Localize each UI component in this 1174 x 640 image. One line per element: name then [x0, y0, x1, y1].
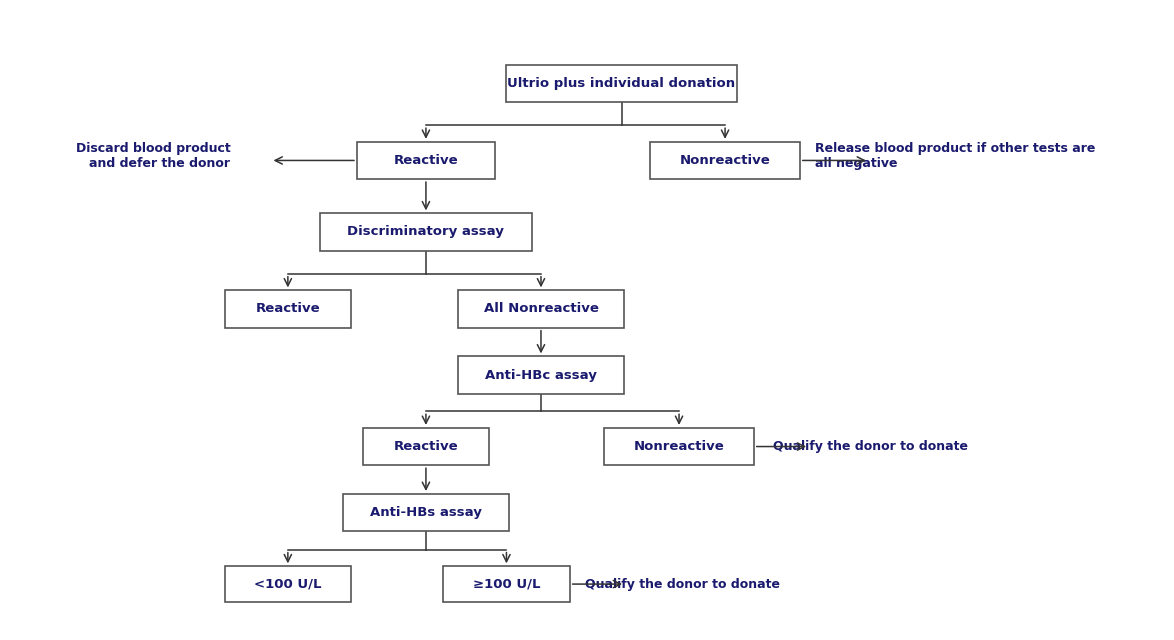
Text: Discard blood product
and defer the donor: Discard blood product and defer the dono…	[75, 142, 230, 170]
Text: Anti-HBs assay: Anti-HBs assay	[370, 506, 481, 519]
FancyBboxPatch shape	[343, 494, 510, 531]
Text: Release blood product if other tests are
all negative: Release blood product if other tests are…	[815, 142, 1095, 170]
FancyBboxPatch shape	[506, 65, 736, 102]
FancyBboxPatch shape	[224, 291, 351, 328]
Text: Reactive: Reactive	[393, 154, 458, 167]
Text: Reactive: Reactive	[256, 303, 321, 316]
Text: Discriminatory assay: Discriminatory assay	[348, 225, 505, 239]
Text: <100 U/L: <100 U/L	[254, 577, 322, 591]
FancyBboxPatch shape	[357, 141, 495, 179]
FancyBboxPatch shape	[458, 356, 625, 394]
FancyBboxPatch shape	[363, 428, 490, 465]
FancyBboxPatch shape	[650, 141, 799, 179]
Text: Ultrio plus individual donation: Ultrio plus individual donation	[507, 77, 736, 90]
Text: Nonreactive: Nonreactive	[680, 154, 770, 167]
Text: ≥100 U/L: ≥100 U/L	[473, 577, 540, 591]
Text: Reactive: Reactive	[393, 440, 458, 453]
FancyBboxPatch shape	[319, 213, 532, 251]
FancyBboxPatch shape	[605, 428, 754, 465]
Text: Qualify the donor to donate: Qualify the donor to donate	[585, 577, 780, 591]
FancyBboxPatch shape	[444, 566, 569, 602]
Text: Anti-HBc assay: Anti-HBc assay	[485, 369, 596, 381]
Text: Nonreactive: Nonreactive	[634, 440, 724, 453]
Text: Qualify the donor to donate: Qualify the donor to donate	[774, 440, 969, 453]
Text: All Nonreactive: All Nonreactive	[484, 303, 599, 316]
FancyBboxPatch shape	[224, 566, 351, 602]
FancyBboxPatch shape	[458, 291, 625, 328]
